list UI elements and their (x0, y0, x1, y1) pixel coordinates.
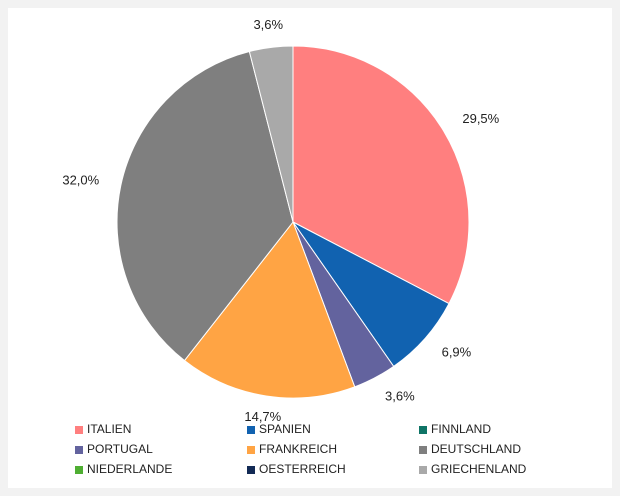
legend-swatch (419, 466, 427, 474)
legend-swatch (419, 426, 427, 434)
legend-label: FRANKREICH (259, 442, 337, 456)
legend-label: FINNLAND (431, 422, 491, 436)
legend-label: ITALIEN (87, 422, 131, 436)
pie-slice (116, 50, 294, 362)
data-label: 32,0% (62, 173, 99, 188)
legend-swatch (75, 446, 83, 454)
data-label: 6,9% (442, 344, 472, 359)
data-label: 29,5% (462, 111, 499, 126)
legend-label: DEUTSCHLAND (431, 442, 521, 456)
legend-swatch (247, 466, 255, 474)
legend-label: OESTERREICH (259, 462, 346, 476)
pie-slice (183, 220, 356, 399)
legend-swatch (247, 446, 255, 454)
legend-label: NIEDERLANDE (87, 462, 172, 476)
legend-swatch (419, 446, 427, 454)
legend-label: SPANIEN (259, 422, 311, 436)
pie-slice (292, 45, 470, 305)
pie-slice (248, 45, 294, 223)
legend-label: GRIECHENLAND (431, 462, 527, 476)
data-label: 3,6% (385, 389, 415, 404)
legend-swatch (247, 426, 255, 434)
legend-swatch (75, 466, 83, 474)
data-label: 14,7% (244, 409, 281, 424)
legend-label: PORTUGAL (87, 442, 153, 456)
legend-swatch (75, 426, 83, 434)
data-label: 3,6% (253, 17, 283, 32)
